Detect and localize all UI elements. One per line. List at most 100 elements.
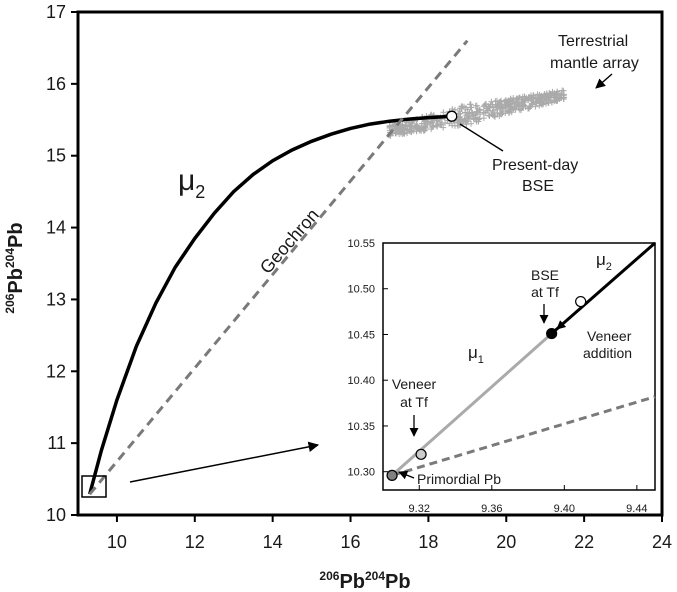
y-tick-label: 16 bbox=[46, 74, 66, 94]
inset-point-present bbox=[575, 295, 587, 308]
mantle-array-point bbox=[489, 111, 496, 118]
mantle-array-point bbox=[458, 103, 465, 110]
mantle-array-point bbox=[403, 127, 410, 134]
mantle-array-point bbox=[511, 98, 518, 105]
mantle-array-point bbox=[424, 121, 431, 128]
mantle-array-point bbox=[433, 117, 440, 124]
y-tick-label: 14 bbox=[46, 218, 66, 238]
mantle-array-point bbox=[516, 106, 523, 113]
inset-x-tick-label: 9.44 bbox=[626, 503, 647, 515]
mantle-array-point bbox=[546, 90, 553, 97]
inset-point-veneer-at-tf bbox=[415, 448, 427, 460]
y-tick-label: 12 bbox=[46, 361, 66, 381]
main-plot-frame bbox=[76, 10, 664, 517]
inset-plot: 9.32 9.36 9.40 9.44 10.30 10.35 10.40 10.45 10.5… bbox=[347, 238, 656, 515]
mantle-array-point bbox=[472, 102, 479, 109]
mantle-array-point bbox=[462, 109, 469, 116]
mantle-array-point bbox=[469, 110, 476, 117]
mantle-array-point bbox=[499, 108, 506, 115]
mantle-array-point bbox=[492, 98, 499, 105]
mantle-array-point bbox=[488, 98, 495, 105]
x-tick-label: 14 bbox=[263, 532, 283, 552]
inset-veneer-label-line1: Veneer bbox=[392, 376, 437, 392]
bse-leader-line bbox=[459, 123, 504, 152]
mantle-array-point bbox=[440, 124, 447, 131]
zoom-box bbox=[81, 475, 107, 498]
inset-mu2-label: μ2 bbox=[596, 250, 612, 273]
mantle-array-point bbox=[467, 101, 474, 108]
mantle-array-point bbox=[558, 95, 565, 102]
mantle-array-point bbox=[552, 96, 559, 103]
y-tick-label: 11 bbox=[47, 433, 66, 453]
mantle-array-point bbox=[392, 127, 399, 134]
y-tick-label: 17 bbox=[46, 2, 66, 22]
mantle-array-point bbox=[488, 111, 495, 118]
mantle-array-point bbox=[483, 105, 490, 112]
mantle-array-point bbox=[476, 107, 483, 114]
bse-label-line1: Present-day bbox=[492, 157, 578, 174]
mantle-array-point bbox=[515, 96, 522, 103]
mantle-array-point bbox=[521, 99, 528, 106]
mantle-array-point bbox=[498, 111, 505, 118]
inset-y-tick-label: 10.40 bbox=[347, 375, 375, 387]
x-axis-label: 206Pb204Pb bbox=[319, 569, 410, 592]
mantle-array-point bbox=[560, 91, 567, 98]
mantle-array-point bbox=[386, 124, 393, 131]
mantle-array-point bbox=[545, 97, 552, 104]
series-geochron bbox=[88, 39, 469, 496]
mantle-array-point bbox=[504, 98, 511, 105]
inset-series-geochron bbox=[391, 395, 656, 477]
mantle-array-point bbox=[482, 101, 489, 108]
y-tick-label: 15 bbox=[46, 146, 66, 166]
inset-primordial-arrow bbox=[398, 470, 415, 480]
bse-label-line2: BSE bbox=[522, 178, 554, 195]
inset-x-tick-label: 9.32 bbox=[409, 503, 430, 515]
mantle-array-point bbox=[539, 100, 546, 107]
mantle-array-point bbox=[442, 119, 449, 126]
x-tick-label: 16 bbox=[341, 532, 361, 552]
series--2 bbox=[88, 114, 452, 495]
x-tick-label: 10 bbox=[107, 532, 127, 552]
mantle-array-point bbox=[482, 109, 489, 116]
mantle-array-point bbox=[464, 106, 471, 113]
x-tick-label: 12 bbox=[185, 532, 205, 552]
mantle-array-point bbox=[495, 102, 502, 109]
mantle-array-arrow bbox=[595, 73, 613, 89]
inset-mu1-label: μ1 bbox=[468, 343, 484, 366]
mantle-array-point bbox=[456, 119, 463, 126]
geochron-label: Geochron bbox=[256, 205, 323, 278]
inset-bse-label-line2: at Tf bbox=[531, 284, 559, 300]
inset-point-bse-at-tf bbox=[546, 327, 558, 340]
mantle-array-point bbox=[436, 118, 443, 125]
x-tick-label: 22 bbox=[574, 532, 594, 552]
y-tick-label: 13 bbox=[46, 289, 66, 309]
mantle-array-point bbox=[522, 97, 529, 104]
x-tick-label: 24 bbox=[652, 532, 672, 552]
mantle-array-point bbox=[465, 114, 472, 121]
mantle-array-point bbox=[490, 103, 497, 110]
mantle-array-point bbox=[509, 105, 516, 112]
mantle-array-point bbox=[418, 124, 425, 131]
mantle-array-point bbox=[513, 101, 520, 108]
mantle-array-label-line1: Terrestrial bbox=[558, 33, 628, 50]
mantle-array-point bbox=[525, 105, 532, 112]
mu2-label: μ2 bbox=[178, 164, 205, 202]
inset-y-tick-label: 10.30 bbox=[347, 467, 375, 479]
mantle-array-point bbox=[547, 92, 554, 99]
mantle-array-point bbox=[398, 123, 405, 130]
mantle-array-label-line2: mantle array bbox=[550, 55, 639, 72]
main-plot-area: 10 12 14 16 18 20 22 24 10 11 12 13 14 15 16 17 206Pb204… bbox=[3, 2, 672, 592]
mantle-array-point bbox=[552, 91, 559, 98]
mantle-array-point bbox=[534, 95, 541, 102]
mantle-array-point bbox=[418, 120, 425, 127]
inset-veneer-add-arrow bbox=[556, 312, 576, 330]
mantle-array-point bbox=[486, 104, 493, 111]
mantle-array-point bbox=[421, 127, 428, 134]
mantle-array-point bbox=[539, 93, 546, 100]
inset-point-primordial-pb bbox=[386, 469, 398, 481]
mantle-array-point bbox=[451, 122, 458, 129]
inset-veneer-label-line2: at Tf bbox=[400, 394, 428, 410]
inset-primordial-label: Primordial Pb bbox=[417, 471, 501, 487]
mantle-array-point bbox=[468, 120, 475, 127]
